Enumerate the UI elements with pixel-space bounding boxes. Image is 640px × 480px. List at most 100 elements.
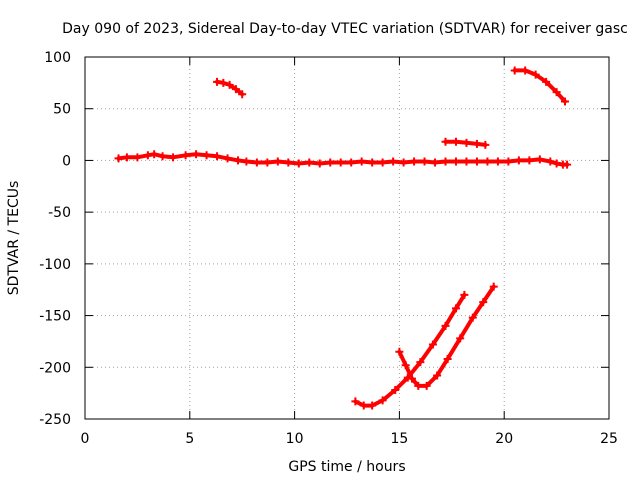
data-point [273,157,282,166]
data-point [359,401,368,410]
data-point [460,290,469,299]
data-point [431,158,440,167]
data-point [407,374,416,383]
data-point [158,152,167,161]
data-point [483,157,492,166]
data-point [219,78,228,87]
data-point [546,157,555,166]
y-tick-label: 0 [62,153,71,169]
data-point [479,298,488,307]
data-point [525,156,534,165]
data-point [368,158,377,167]
data-point [535,155,544,164]
data-point [351,397,360,406]
x-axis-ticks: 0 5 10 15 20 25 [81,57,618,447]
x-tick-label: 15 [390,431,408,447]
data-point [552,159,561,168]
data-point [422,381,431,390]
data-point [263,158,272,167]
y-tick-label: -50 [48,205,71,221]
data-series [114,66,572,410]
data-point [443,355,452,364]
data-point [428,340,437,349]
data-point [336,158,345,167]
data-point [560,97,569,106]
data-point [420,157,429,166]
data-point [472,157,481,166]
data-point [326,158,335,167]
data-point [504,157,513,166]
data-point [462,138,471,147]
data-point [552,88,561,97]
data-point [391,386,400,395]
plot-frame [84,56,610,420]
series-line [116,152,570,167]
data-point [305,158,314,167]
data-point [441,157,450,166]
data-point [410,157,419,166]
data-point [202,151,211,160]
data-point [378,396,387,405]
y-axis-ticks: -250 -200 -150 -100 -50 0 50 100 [39,50,609,428]
data-point [401,361,410,370]
data-point [489,282,498,291]
data-point [472,139,481,148]
data-point [395,347,404,356]
data-point [389,157,398,166]
data-point [234,156,243,165]
y-tick-label: -200 [39,360,71,376]
data-point [114,154,123,163]
y-tick-label: 50 [53,102,71,118]
data-point [368,401,377,410]
data-point [563,160,572,169]
data-point [169,153,178,162]
data-point [433,371,442,380]
data-point [451,304,460,313]
y-tick-label: 100 [44,50,71,66]
data-point [441,321,450,330]
y-tick-label: -150 [39,309,71,325]
data-point [521,66,530,75]
data-point [133,153,142,162]
data-point [284,158,293,167]
data-point [468,313,477,322]
data-point [462,157,471,166]
data-point [531,70,540,79]
y-axis-label: SDTVAR / TECUs [6,181,22,296]
data-point [378,158,387,167]
data-point [231,85,240,94]
data-point [441,137,450,146]
y-tick-label: -250 [39,412,71,428]
x-tick-label: 10 [286,431,304,447]
data-point [213,152,222,161]
data-point [414,381,423,390]
data-point [451,137,460,146]
series-line [353,292,467,408]
y-tick-label: -100 [39,257,71,273]
series-line [512,68,567,104]
data-point [510,66,519,75]
data-point [294,159,303,168]
x-tick-label: 5 [185,431,194,447]
data-point [416,358,425,367]
data-point [514,156,523,165]
data-point [493,157,502,166]
data-point [451,157,460,166]
x-tick-label: 20 [495,431,513,447]
data-point [192,150,201,159]
data-point [456,334,465,343]
data-point [225,80,234,89]
data-point [252,158,261,167]
x-axis-label: GPS time / hours [288,459,405,475]
chart-title: Day 090 of 2023, Sidereal Day-to-day VTE… [62,21,628,37]
x-tick-label: 25 [600,431,618,447]
data-point [150,150,159,159]
data-point [223,154,232,163]
data-point [399,158,408,167]
x-tick-label: 0 [81,431,90,447]
data-point [213,77,222,86]
data-point [315,159,324,168]
data-point [481,140,490,149]
data-point [357,157,366,166]
